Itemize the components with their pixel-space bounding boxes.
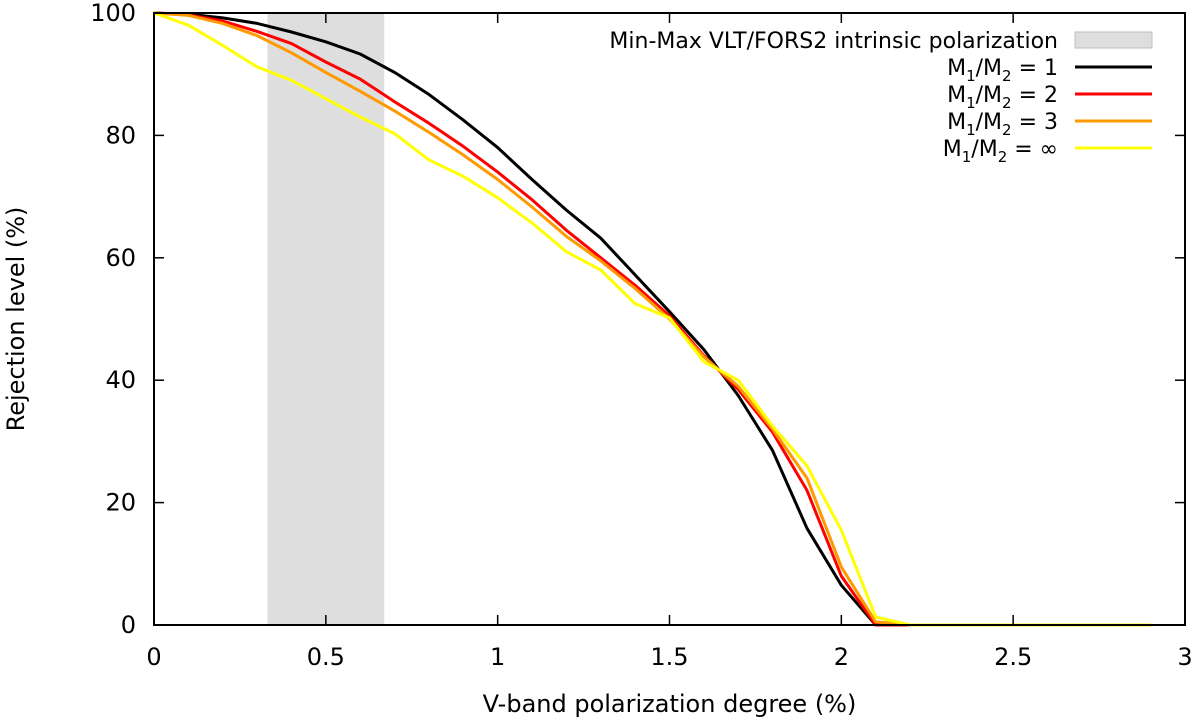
y-tick-label: 0 [121, 611, 136, 639]
x-tick-label: 2.5 [994, 643, 1032, 671]
series-layer [153, 11, 1151, 627]
x-tick-label: 1 [490, 643, 505, 671]
x-tick-label: 1.5 [650, 643, 688, 671]
series-line-4 [153, 11, 1151, 627]
y-tick-label: 20 [105, 489, 136, 517]
y-tick-label: 40 [105, 366, 136, 394]
x-tick-label: 0.5 [307, 643, 345, 671]
x-tick-label: 0 [146, 643, 161, 671]
legend-label-series-3: M1/M2 = 3 [947, 110, 1058, 139]
series-line-1 [153, 11, 1151, 627]
legend-label-series-2: M1/M2 = 2 [947, 83, 1058, 112]
series-line-2 [153, 11, 1151, 627]
intrinsic-polarization-band [267, 13, 385, 625]
legend: Min-Max VLT/FORS2 intrinsic polarization… [609, 29, 1153, 166]
y-tick-label: 100 [90, 0, 136, 27]
x-tick-label: 3 [1177, 643, 1192, 671]
y-axis-title: Rejection level (%) [2, 207, 30, 432]
tick-layer: 0 0.5 1 1.5 2 2.5 3 0 20 40 60 80 100 [90, 0, 1192, 671]
y-tick-label: 80 [105, 121, 136, 149]
legend-label-series-4: M1/M2 = ∞ [943, 137, 1058, 166]
legend-label-band: Min-Max VLT/FORS2 intrinsic polarization [609, 29, 1058, 54]
legend-label-series-1: M1/M2 = 1 [947, 56, 1058, 85]
x-tick-label: 2 [834, 643, 849, 671]
x-axis-title: V-band polarization degree (%) [483, 690, 857, 718]
series-line-3 [153, 11, 1151, 627]
legend-swatch-band [1074, 31, 1153, 49]
y-tick-label: 60 [105, 244, 136, 272]
